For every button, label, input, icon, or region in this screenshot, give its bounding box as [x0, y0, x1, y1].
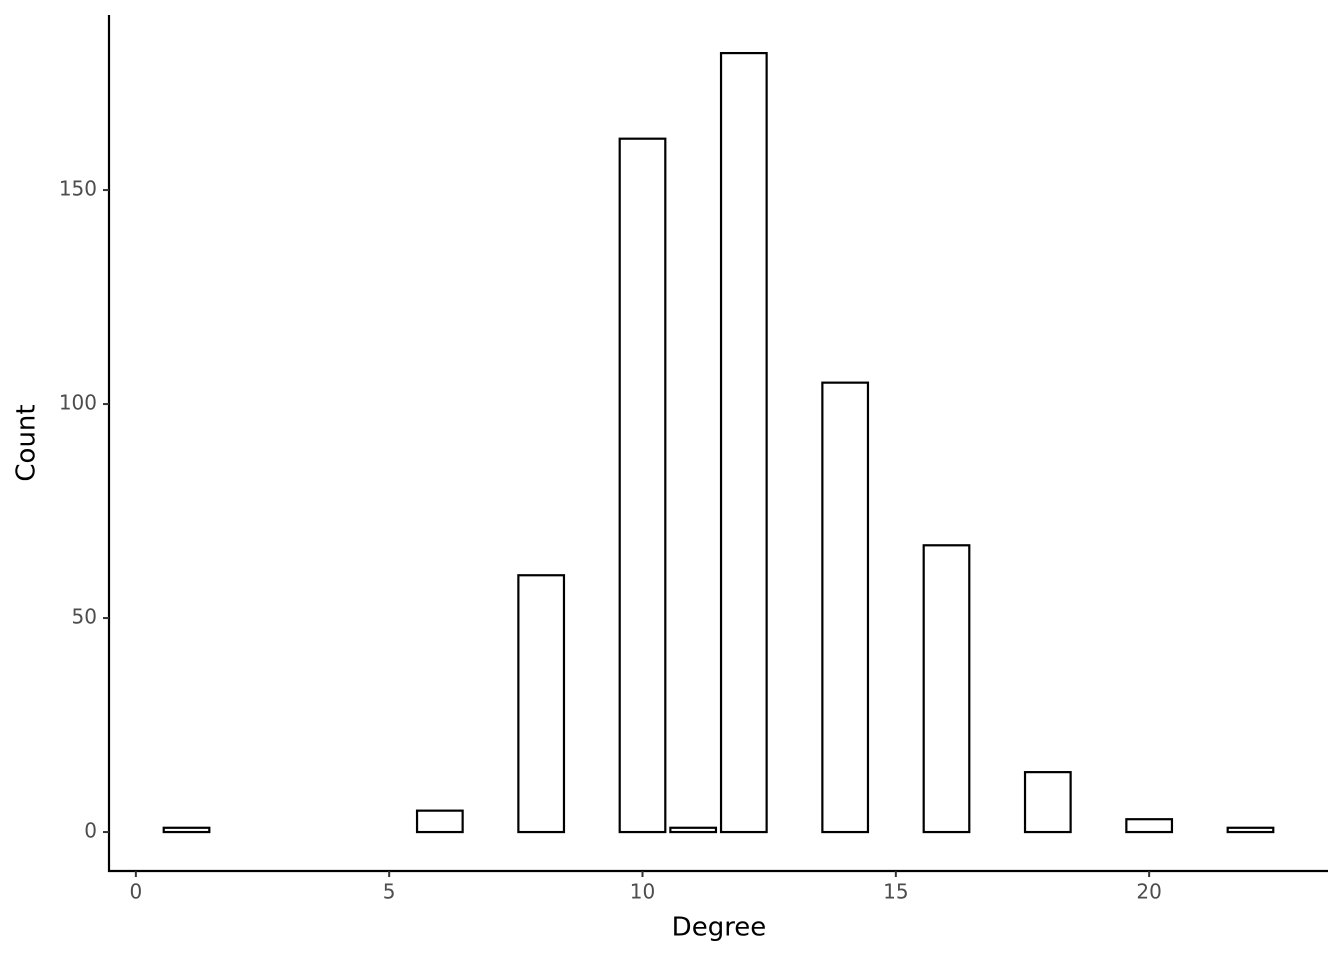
- bar: [669, 826, 718, 834]
- bar: [162, 826, 211, 834]
- x-tick-label: 10: [630, 880, 655, 904]
- x-axis-title: Degree: [672, 913, 767, 943]
- bar: [1226, 826, 1275, 834]
- bar: [1125, 818, 1174, 834]
- bar: [517, 574, 566, 834]
- bar: [821, 381, 870, 834]
- x-tick-label: 20: [1136, 880, 1161, 904]
- bar: [618, 137, 667, 834]
- x-tick-label: 15: [883, 880, 908, 904]
- bar: [1023, 771, 1072, 834]
- y-tick-label: 0: [84, 819, 97, 843]
- x-tick-label: 5: [383, 880, 396, 904]
- y-tick-label: 50: [72, 605, 97, 629]
- bar: [719, 51, 768, 834]
- bar: [415, 809, 464, 834]
- x-tick-label: 0: [129, 880, 142, 904]
- y-axis-title: Count: [12, 404, 42, 481]
- y-tick-label: 150: [59, 177, 97, 201]
- bar: [922, 544, 971, 834]
- y-tick-label: 100: [59, 391, 97, 415]
